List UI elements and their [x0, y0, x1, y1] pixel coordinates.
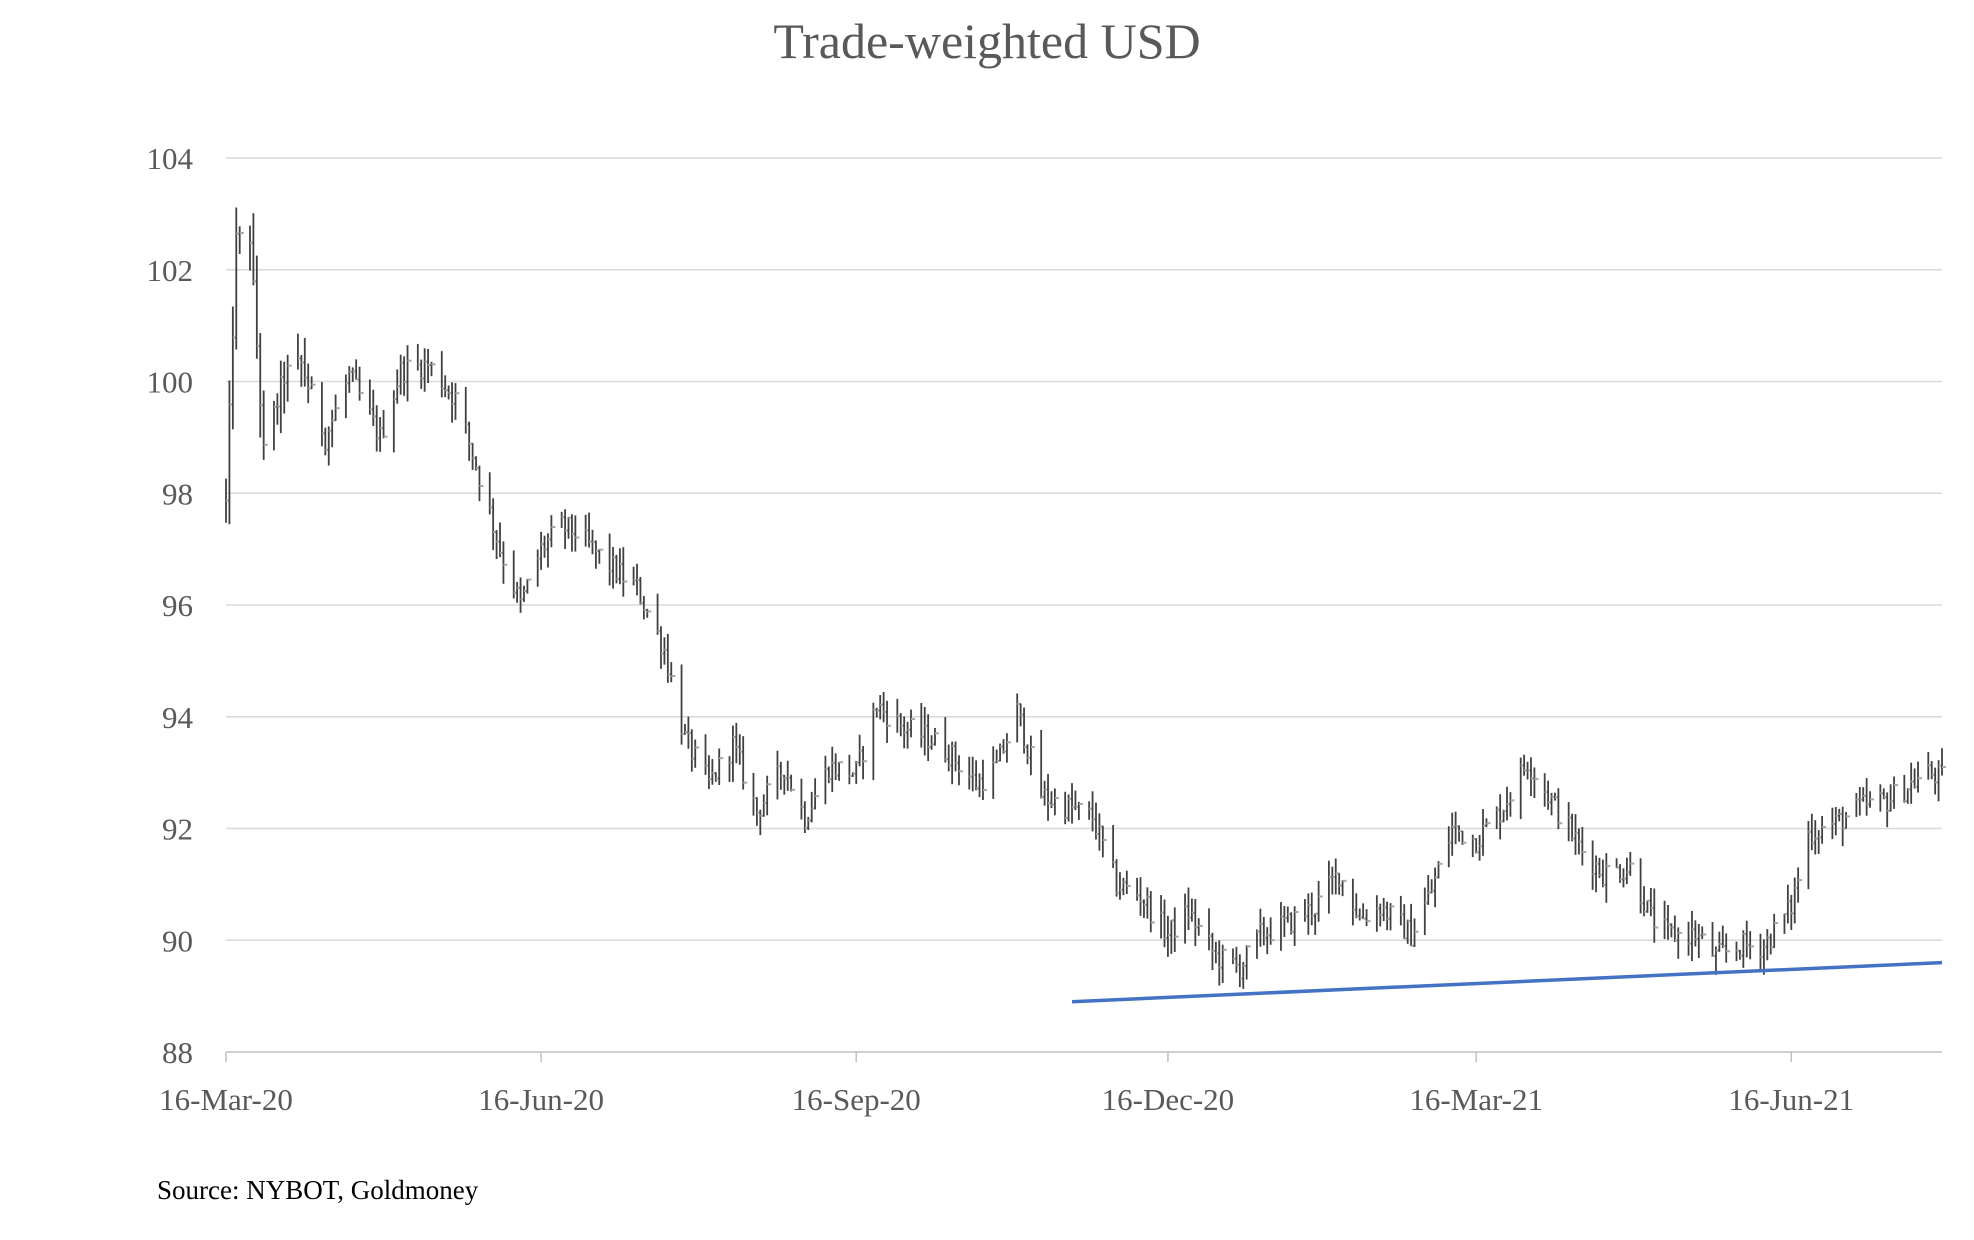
source-note: Source: NYBOT, Goldmoney [157, 1175, 479, 1205]
y-tick-label: 104 [147, 141, 194, 176]
y-tick-label: 96 [162, 588, 193, 623]
y-tick-label: 94 [162, 700, 194, 735]
chart-title: Trade-weighted USD [773, 13, 1201, 69]
y-tick-label: 100 [147, 365, 194, 400]
y-tick-label: 92 [162, 812, 193, 847]
x-tick-label: 16-Dec-20 [1102, 1082, 1235, 1117]
support-trendline [1071, 960, 1943, 1004]
x-tick-label: 16-Jun-20 [478, 1082, 604, 1117]
x-tick-label: 16-Mar-20 [159, 1082, 293, 1117]
ohlc-bars [225, 207, 1946, 989]
x-tick-label: 16-Mar-21 [1409, 1082, 1543, 1117]
y-tick-label: 102 [147, 253, 194, 288]
y-tick-label: 90 [162, 923, 193, 958]
gridlines [226, 157, 1942, 941]
trendline-group [1071, 960, 1943, 1004]
x-axis [225, 1051, 1942, 1062]
y-tick-label: 98 [162, 476, 193, 511]
x-tick-label: 16-Sep-20 [792, 1082, 921, 1117]
y-axis-tick-labels: 88 90 92 94 96 98 100 102 104 [147, 141, 194, 1070]
y-tick-label: 88 [162, 1035, 193, 1070]
x-axis-tick-labels: 16-Mar-20 16-Jun-20 16-Sep-20 16-Dec-20 16-M… [159, 1082, 1854, 1117]
x-tick-label: 16-Jun-21 [1728, 1082, 1854, 1117]
